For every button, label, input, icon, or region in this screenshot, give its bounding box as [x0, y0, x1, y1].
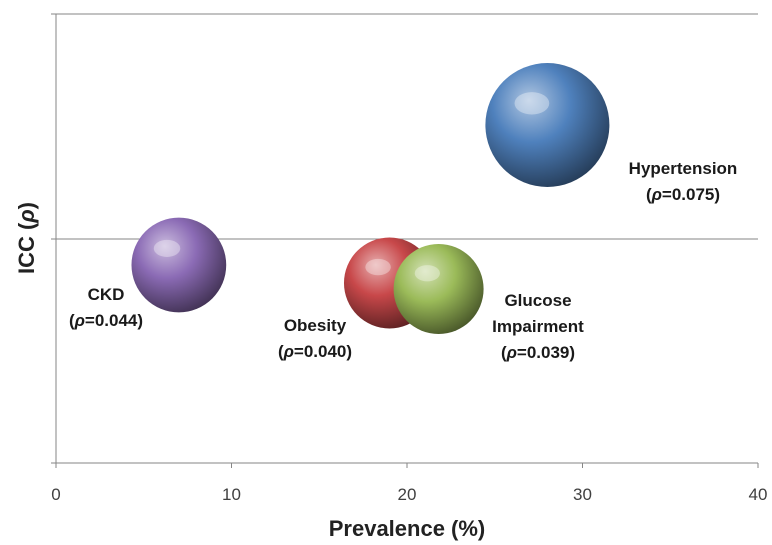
bubble-label: CKD — [88, 285, 125, 304]
x-tick-label: 10 — [222, 485, 241, 504]
bubble — [485, 63, 610, 187]
x-tick-label: 30 — [573, 485, 592, 504]
bubble-label: Glucose — [504, 291, 571, 310]
bubble-highlight — [365, 258, 391, 276]
bubble-labels: CKD (ρ=0.044) Obesity (ρ=0.040) Glucose Impai… — [69, 159, 737, 362]
bubble-label: Impairment — [492, 317, 584, 336]
x-axis-title: Prevalence (%) — [329, 516, 486, 541]
bubble-highlight — [514, 92, 550, 115]
bubble-label: (ρ=0.040) — [278, 342, 352, 361]
bubble-label: (ρ=0.039) — [501, 343, 575, 362]
bubble-highlight — [414, 265, 440, 282]
bubble-label: (ρ=0.044) — [69, 311, 143, 330]
x-tick-label: 20 — [398, 485, 417, 504]
bubble-label: Obesity — [284, 316, 347, 335]
axes: 0 10 20 30 40 — [51, 13, 768, 504]
bubbles — [131, 63, 610, 334]
bubble-label: (ρ=0.075) — [646, 185, 720, 204]
gridlines — [56, 13, 758, 240]
bubble — [393, 244, 484, 334]
y-axis-title-symbol: ρ — [14, 209, 39, 223]
y-axis-title: ICC (ρ) — [14, 202, 39, 274]
x-tick-label: 0 — [51, 485, 60, 504]
y-axis-title-prefix: ICC ( — [14, 222, 39, 274]
bubble — [131, 217, 227, 313]
bubble-label: Hypertension — [629, 159, 738, 178]
bubble-highlight — [153, 239, 181, 257]
y-axis-title-suffix: ) — [14, 202, 39, 209]
x-tick-label: 40 — [749, 485, 768, 504]
